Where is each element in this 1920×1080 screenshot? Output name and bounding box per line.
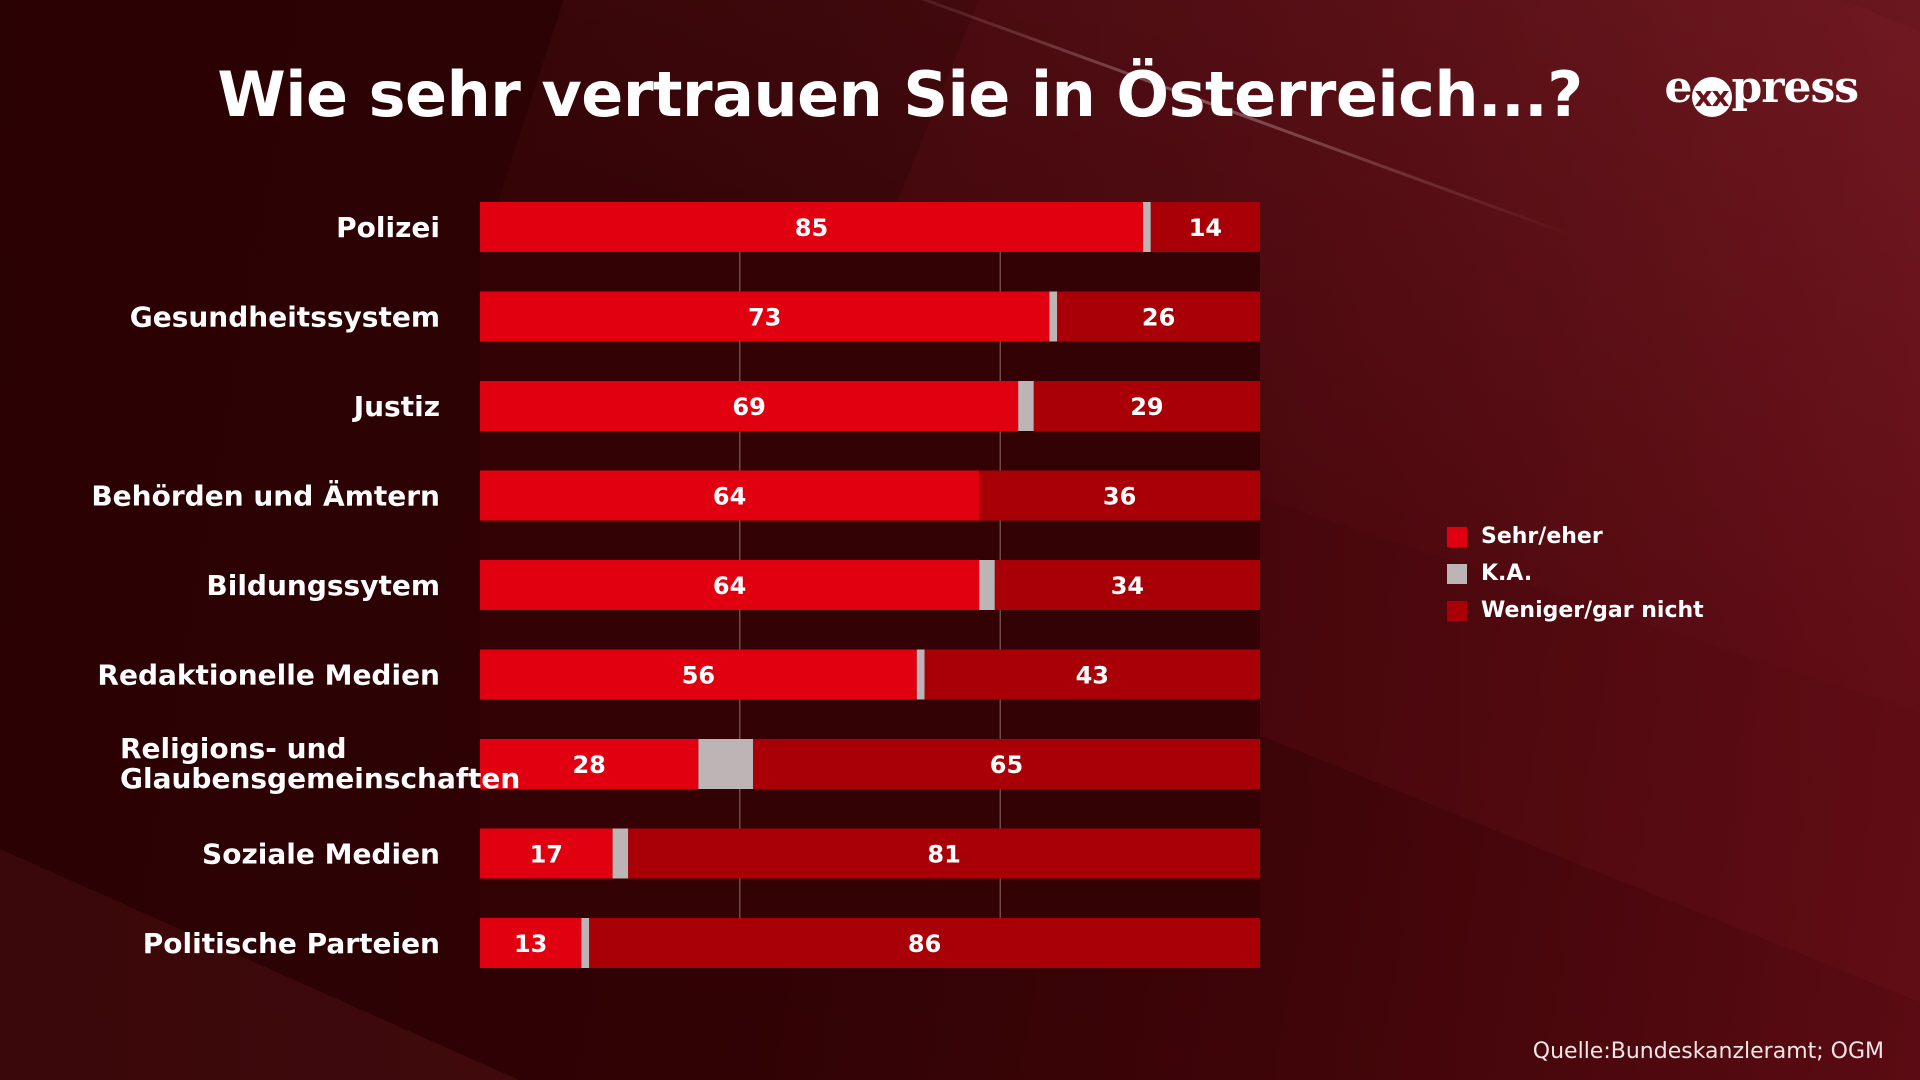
legend-label: Weniger/gar nicht — [1481, 598, 1704, 623]
value-label-weniger-8: 86 — [908, 930, 941, 958]
category-label-line: Bildungssytem — [206, 569, 440, 602]
bar-weniger-0 — [1150, 202, 1260, 252]
category-label-1: Gesundheitssystem — [130, 301, 440, 334]
value-label-weniger-3: 36 — [1103, 483, 1136, 511]
bar-weniger-7 — [628, 828, 1260, 879]
bar-weniger-8 — [589, 918, 1260, 968]
value-label-sehr_eher-7: 17 — [530, 841, 563, 869]
value-label-sehr_eher-1: 73 — [748, 304, 781, 332]
value-label-sehr_eher-6: 28 — [572, 751, 605, 779]
value-label-weniger-1: 26 — [1142, 304, 1175, 332]
category-labels: Polizei Gesundheitssystem Justiz Behörden u… — [91, 211, 520, 960]
bar-weniger-1 — [1057, 291, 1260, 342]
bar-sehr_eher-2 — [480, 381, 1019, 431]
value-label-sehr_eher-8: 13 — [514, 930, 547, 958]
bars: 85 14 73 26 69 29 64 36 64 34 56 43 28 65 17 81 13 86 — [480, 202, 1260, 968]
bar-ka-7 — [612, 828, 629, 879]
bar-weniger-3 — [979, 470, 1260, 521]
legend-item-ka: K.A. — [1447, 555, 1704, 592]
legend-swatch-sehr-eher — [1447, 526, 1467, 547]
bar-ka-8 — [581, 918, 590, 968]
bar-weniger-5 — [924, 649, 1260, 700]
category-label-line: Religions- und — [120, 732, 347, 765]
category-label-8: Politische Parteien — [143, 927, 440, 960]
category-label-line: Soziale Medien — [202, 838, 440, 871]
value-label-weniger-7: 81 — [927, 841, 960, 869]
logo-text-start: e — [1664, 62, 1693, 113]
exxpress-logo: e xxpress — [1664, 62, 1859, 117]
source-note: Quelle:Bundeskanzleramt; OGM — [1532, 1039, 1884, 1064]
bar-sehr_eher-6 — [480, 739, 699, 789]
category-label-7: Soziale Medien — [202, 838, 440, 871]
category-label-6: Religions- und Glaubensgemeinschaften — [120, 732, 520, 795]
chart-title: Wie sehr vertrauen Sie in Österreich...? — [217, 58, 1583, 131]
category-label-line: Polizei — [336, 211, 440, 244]
value-label-sehr_eher-4: 64 — [713, 572, 746, 600]
value-label-weniger-5: 43 — [1076, 662, 1109, 690]
bar-sehr_eher-4 — [480, 560, 980, 610]
value-label-sehr_eher-3: 64 — [713, 483, 746, 511]
bar-sehr_eher-0 — [480, 202, 1143, 252]
category-label-line: Politische Parteien — [143, 927, 440, 960]
category-label-4: Bildungssytem — [206, 569, 440, 602]
bar-ka-2 — [1018, 381, 1034, 431]
logo-mark-icon: xx — [1691, 77, 1732, 117]
value-label-sehr_eher-0: 85 — [795, 214, 828, 242]
bar-ka-4 — [979, 560, 995, 610]
value-label-sehr_eher-2: 69 — [732, 393, 765, 421]
legend-item-weniger: Weniger/gar nicht — [1447, 592, 1704, 629]
bar-weniger-6 — [753, 739, 1260, 789]
bar-weniger-4 — [994, 560, 1260, 610]
category-label-line: Gesundheitssystem — [130, 301, 440, 334]
value-label-weniger-6: 65 — [990, 751, 1023, 779]
category-label-0: Polizei — [336, 211, 440, 244]
bar-sehr_eher-7 — [480, 828, 613, 879]
bar-weniger-2 — [1033, 381, 1260, 431]
legend-swatch-weniger — [1447, 600, 1467, 621]
bar-sehr_eher-5 — [480, 649, 917, 700]
legend-label: Sehr/eher — [1481, 524, 1603, 549]
bar-ka-0 — [1143, 202, 1151, 252]
category-label-line: Behörden und Ämtern — [91, 479, 440, 513]
value-label-weniger-2: 29 — [1130, 393, 1163, 421]
legend-swatch-ka — [1447, 563, 1467, 584]
value-label-weniger-4: 34 — [1111, 572, 1144, 600]
category-label-line: Glaubensgemeinschaften — [120, 762, 520, 795]
bar-sehr_eher-1 — [480, 291, 1050, 342]
value-label-weniger-0: 14 — [1189, 214, 1222, 242]
category-label-3: Behörden und Ämtern — [91, 479, 440, 513]
bar-ka-5 — [916, 649, 925, 700]
legend-item-sehr-eher: Sehr/eher — [1447, 518, 1704, 555]
value-label-sehr_eher-5: 56 — [682, 662, 715, 690]
bar-sehr_eher-8 — [480, 918, 582, 968]
bar-sehr_eher-3 — [480, 470, 980, 521]
category-label-2: Justiz — [352, 390, 440, 423]
category-label-line: Redaktionelle Medien — [97, 659, 440, 692]
legend-label: K.A. — [1481, 561, 1533, 586]
legend: Sehr/eher K.A. Weniger/gar nicht — [1447, 518, 1704, 629]
bar-ka-6 — [698, 739, 753, 789]
category-label-line: Justiz — [352, 390, 440, 423]
logo-text-end: press — [1731, 62, 1859, 113]
category-label-5: Redaktionelle Medien — [97, 659, 440, 692]
bar-ka-1 — [1049, 291, 1058, 342]
